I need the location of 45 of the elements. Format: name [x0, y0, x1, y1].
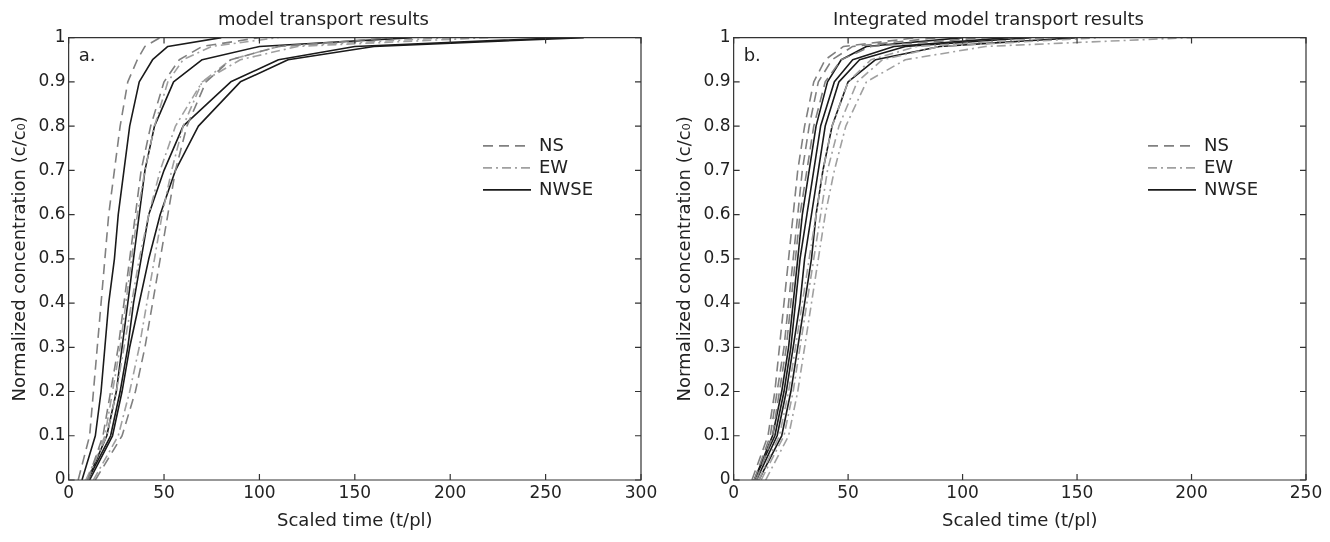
- y-tick-label: 0.9: [703, 70, 731, 91]
- y-tick-label: 0.6: [703, 202, 731, 223]
- y-tick-label: 0.8: [38, 114, 66, 135]
- y-tick-label: 0.2: [703, 379, 731, 400]
- x-tick-label: 150: [1060, 481, 1094, 502]
- x-tick-label: 50: [153, 481, 175, 502]
- y-tick-label: 0.7: [38, 158, 66, 179]
- x-tick-label: 100: [243, 481, 276, 502]
- y-axis-title: Normalized concentration (c/c₀): [673, 116, 695, 402]
- x-tick-label: 100: [946, 481, 979, 502]
- x-tick-label: 50: [837, 481, 859, 502]
- x-tick-label: 250: [529, 481, 562, 502]
- y-tick-label: 0.5: [703, 247, 731, 268]
- x-tick-label: 150: [338, 481, 372, 502]
- x-tick-label: 300: [624, 481, 658, 502]
- annotation: a.: [78, 44, 96, 66]
- y-tick-label: 0.6: [38, 202, 66, 223]
- x-axis-title: Scaled time (t/pl): [942, 508, 1098, 530]
- x-tick-label: 200: [1175, 481, 1208, 502]
- y-tick-label: 0.3: [703, 335, 731, 356]
- chart-title: Integrated model transport results: [833, 8, 1144, 30]
- y-tick-label: 0.7: [703, 158, 731, 179]
- x-tick-label: 250: [1289, 481, 1323, 502]
- y-tick-label: 1: [719, 26, 731, 47]
- legend-label: EW: [1204, 155, 1234, 177]
- x-tick-label: 200: [433, 481, 467, 502]
- legend-label: NWSE: [1204, 177, 1259, 199]
- x-axis-title: Scaled time (t/pl): [277, 508, 433, 530]
- y-tick-label: 0.4: [38, 291, 66, 312]
- y-tick-label: 0.5: [38, 247, 66, 268]
- legend-label: EW: [539, 155, 569, 177]
- y-tick-label: 0.1: [703, 424, 731, 445]
- y-tick-label: 0.2: [38, 379, 66, 400]
- annotation: b.: [743, 44, 761, 66]
- legend-label: NWSE: [539, 177, 594, 199]
- y-tick-label: 1: [54, 26, 66, 47]
- legend-label: NS: [1204, 133, 1229, 155]
- y-tick-label: 0.4: [703, 291, 731, 312]
- y-tick-label: 0.8: [703, 114, 731, 135]
- y-axis-title: Normalized concentration (c/c₀): [8, 116, 30, 402]
- legend-label: NS: [539, 133, 564, 155]
- y-tick-label: 0.1: [38, 424, 66, 445]
- y-tick-label: 0.9: [38, 70, 66, 91]
- y-tick-label: 0.3: [38, 335, 66, 356]
- chart-title: model transport results: [218, 8, 429, 30]
